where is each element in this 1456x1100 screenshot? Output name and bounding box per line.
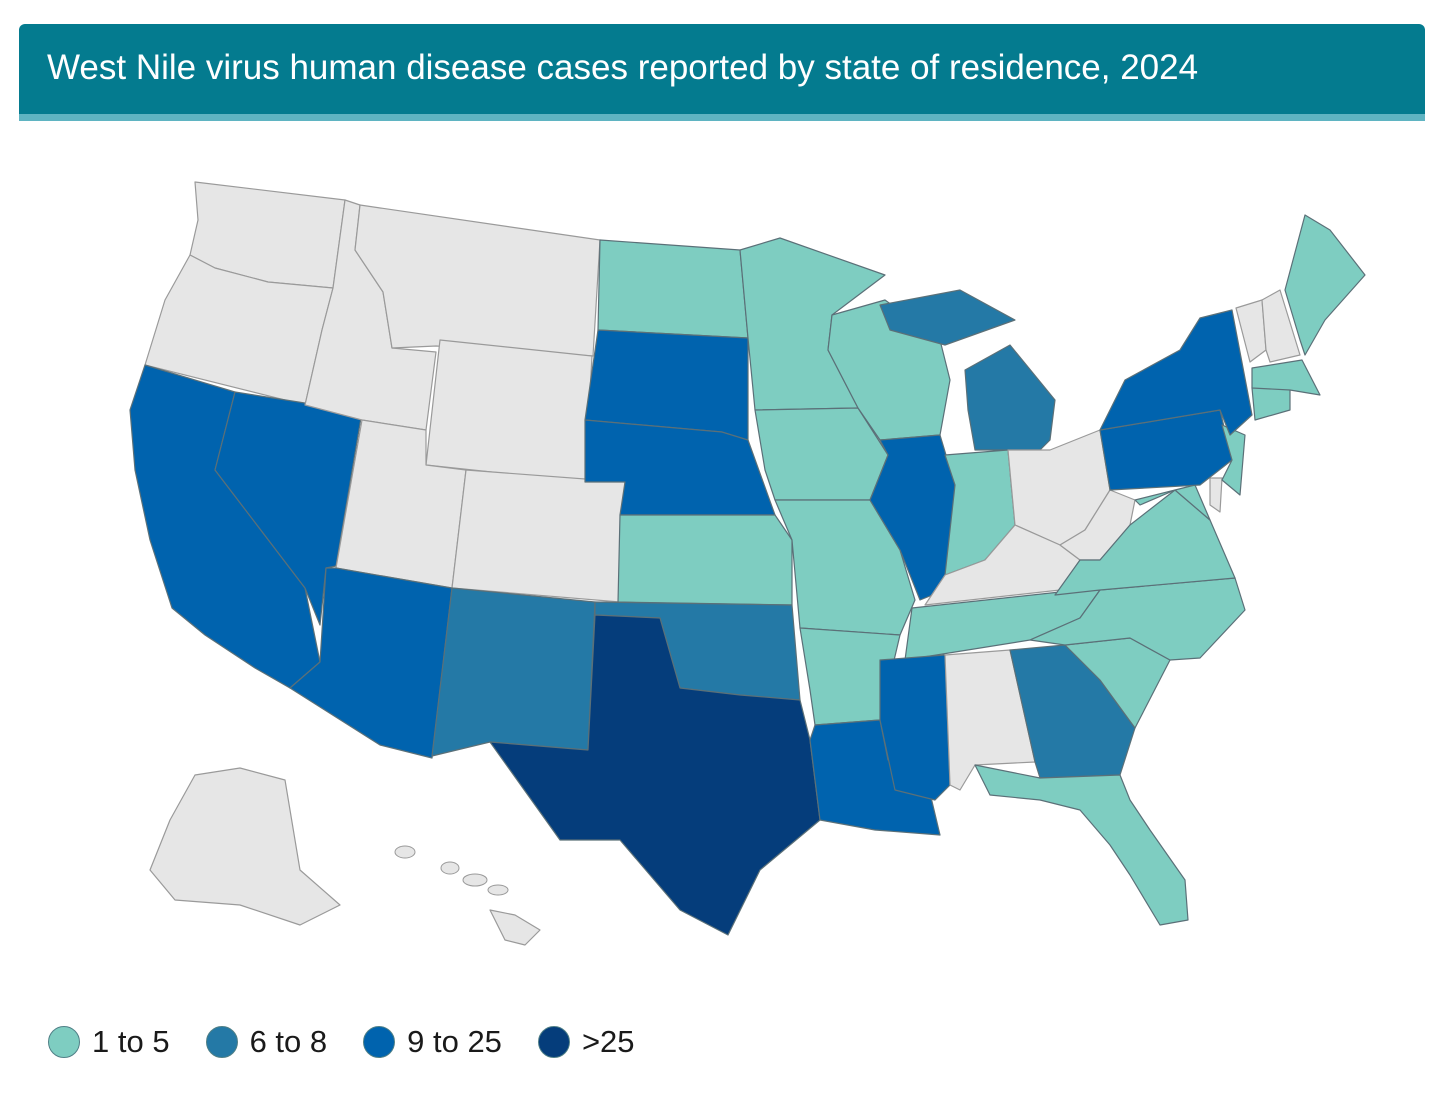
legend-item-6-to-8: 6 to 8 [205, 1024, 328, 1060]
state-nm [431, 587, 596, 757]
state-nv [214, 391, 363, 626]
state-ks [617, 514, 793, 606]
legend: 1 to 5 6 to 8 9 to 25 >25 [48, 1022, 671, 1062]
title-banner-stripe [19, 114, 1425, 121]
legend-label-1-to-5: 1 to 5 [92, 1024, 170, 1059]
state-md [1134, 484, 1211, 521]
state-nj [1221, 424, 1246, 496]
map-title: West Nile virus human disease cases repo… [47, 48, 1199, 87]
state-nh [1261, 289, 1301, 363]
state-ma [1251, 359, 1321, 396]
hawaii-island [440, 861, 460, 875]
legend-swatch-6-to-8 [205, 1026, 238, 1058]
legend-item-gt-25: >25 [537, 1024, 635, 1060]
state-mi [879, 289, 1056, 451]
state-hi [489, 909, 541, 946]
hawaii-island [462, 873, 488, 887]
us-choropleth-map [129, 181, 1366, 946]
state-me [1284, 214, 1366, 356]
hawaii-island [394, 845, 416, 859]
state-de [1209, 477, 1223, 513]
state-fl [974, 764, 1189, 926]
state-tx [489, 614, 821, 936]
legend-swatch-1-to-5 [48, 1026, 80, 1058]
legend-item-9-to-25: 9 to 25 [363, 1024, 502, 1060]
state-nd [597, 239, 749, 339]
title-banner: West Nile virus human disease cases repo… [19, 24, 1425, 114]
legend-item-1-to-5: 1 to 5 [48, 1024, 170, 1060]
state-ak [149, 767, 341, 926]
state-ny [1099, 309, 1253, 436]
legend-label-gt-25: >25 [581, 1024, 635, 1059]
state-wy [425, 339, 593, 483]
state-il [869, 434, 956, 601]
legend-label-9-to-25: 9 to 25 [407, 1024, 502, 1059]
state-nc [1029, 577, 1246, 661]
legend-swatch-9-to-25 [363, 1026, 396, 1058]
hawaii-island [487, 884, 509, 896]
legend-swatch-gt-25 [537, 1026, 570, 1058]
state-mt [354, 204, 601, 357]
legend-label-6-to-8: 6 to 8 [249, 1024, 328, 1059]
state-co [451, 469, 626, 603]
